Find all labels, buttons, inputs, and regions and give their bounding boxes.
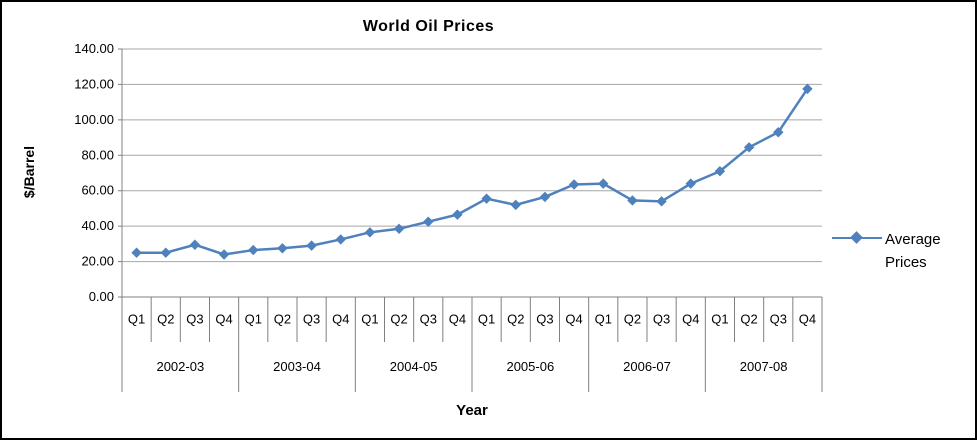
data-point-marker bbox=[306, 240, 317, 251]
data-point-marker bbox=[568, 179, 580, 190]
chart-title: World Oil Prices bbox=[362, 18, 495, 35]
y-axis-tick-label: 120.00 bbox=[74, 76, 114, 91]
x-axis-quarter-label: Q3 bbox=[186, 312, 203, 327]
data-point-marker bbox=[481, 193, 492, 204]
y-axis-tick-label: 100.00 bbox=[74, 112, 114, 127]
x-axis-quarter-label: Q2 bbox=[157, 312, 174, 327]
data-point-marker bbox=[189, 239, 201, 250]
x-axis-quarter-label: Q4 bbox=[449, 312, 466, 327]
x-axis-year-group-label: 2006-07 bbox=[623, 359, 671, 374]
x-axis-quarter-label: Q3 bbox=[303, 312, 320, 327]
data-point-marker bbox=[277, 243, 288, 254]
x-axis-year-group-label: 2005-06 bbox=[506, 359, 554, 374]
data-point-marker bbox=[773, 127, 784, 138]
data-point-marker bbox=[714, 166, 726, 177]
data-point-marker bbox=[743, 142, 755, 153]
x-axis-quarter-label: Q4 bbox=[215, 312, 232, 327]
data-point-marker bbox=[656, 196, 667, 207]
legend: Average Prices bbox=[832, 229, 949, 274]
y-axis-tick-label: 20.00 bbox=[81, 254, 114, 269]
data-point-marker bbox=[452, 209, 463, 220]
x-axis-quarter-label: Q2 bbox=[507, 312, 524, 327]
data-point-marker bbox=[802, 83, 813, 95]
data-point-marker bbox=[627, 195, 638, 206]
x-axis-quarter-label: Q2 bbox=[390, 312, 407, 327]
x-axis-year-group-label: 2007-08 bbox=[740, 359, 788, 374]
x-axis-year-group-label: 2004-05 bbox=[390, 359, 438, 374]
x-axis-quarter-label: Q1 bbox=[128, 312, 145, 327]
x-axis-quarter-label: Q3 bbox=[653, 312, 670, 327]
legend-diamond-icon bbox=[850, 231, 863, 244]
x-axis-quarter-label: Q3 bbox=[420, 312, 437, 327]
data-point-marker bbox=[393, 223, 405, 235]
x-axis-quarter-label: Q1 bbox=[478, 312, 495, 327]
series-line bbox=[135, 87, 809, 256]
x-axis-quarter-label: Q1 bbox=[361, 312, 378, 327]
x-axis-title: Year bbox=[456, 402, 488, 419]
y-axis-tick-label: 80.00 bbox=[81, 147, 114, 162]
data-point-marker bbox=[598, 178, 609, 189]
data-point-marker bbox=[364, 227, 376, 238]
data-point-marker bbox=[218, 249, 230, 260]
x-axis-year-group-label: 2003-04 bbox=[273, 359, 321, 374]
x-axis-quarter-label: Q1 bbox=[245, 312, 262, 327]
x-axis-quarter-label: Q2 bbox=[624, 312, 641, 327]
data-point-marker bbox=[335, 234, 346, 245]
x-axis-quarter-label: Q2 bbox=[274, 312, 291, 327]
data-point-marker bbox=[423, 216, 434, 227]
x-axis-quarter-label: Q3 bbox=[770, 312, 787, 327]
data-point-marker bbox=[160, 247, 171, 258]
x-axis-quarter-label: Q4 bbox=[799, 312, 816, 327]
data-point-marker bbox=[248, 244, 259, 256]
x-axis-quarter-label: Q3 bbox=[536, 312, 553, 327]
y-axis-tick-label: 40.00 bbox=[81, 218, 114, 233]
data-point-marker bbox=[539, 191, 551, 203]
x-axis-quarter-label: Q4 bbox=[332, 312, 349, 327]
x-axis-quarter-label: Q4 bbox=[682, 312, 699, 327]
y-axis-tick-label: 140.00 bbox=[74, 41, 114, 56]
x-axis-quarter-label: Q2 bbox=[740, 312, 757, 327]
x-axis-quarter-label: Q1 bbox=[595, 312, 612, 327]
y-axis-tick-label: 0.00 bbox=[89, 289, 114, 304]
x-axis-year-group-label: 2002-03 bbox=[156, 359, 204, 374]
data-point-marker bbox=[131, 247, 142, 258]
x-axis-quarter-label: Q4 bbox=[565, 312, 582, 327]
legend-label: Average Prices bbox=[885, 231, 941, 271]
data-point-marker bbox=[685, 178, 696, 189]
data-point-marker bbox=[510, 199, 521, 211]
x-axis-quarter-label: Q1 bbox=[711, 312, 728, 327]
legend-marker bbox=[832, 229, 882, 247]
y-axis-tick-label: 60.00 bbox=[81, 183, 114, 198]
